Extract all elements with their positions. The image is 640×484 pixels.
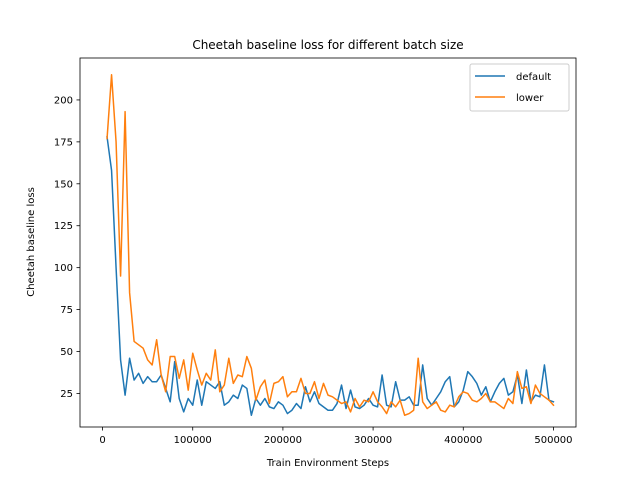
y-tick-label: 100 [54,263,73,274]
chart-title: Cheetah baseline loss for different batc… [192,38,463,52]
x-tick-label: 100000 [174,435,212,446]
x-tick-label: 400000 [444,435,482,446]
plot-frame [79,57,577,428]
y-axis: 25 50 75 100 125 150 175 200 [54,95,80,400]
x-tick-label: 500000 [534,435,572,446]
series-layer [106,74,555,417]
series-line-lower [106,74,555,417]
legend-label-default: default [516,72,551,83]
plot-background [80,58,576,427]
x-tick-label: 200000 [264,435,302,446]
y-tick-label: 175 [54,137,73,148]
y-tick-label: 150 [54,179,73,190]
x-axis-label: Train Environment Steps [266,458,389,469]
legend-label-lower: lower [516,93,544,104]
x-tick-label: 0 [99,435,105,446]
y-tick-label: 50 [60,347,73,358]
y-tick-label: 125 [54,221,73,232]
y-tick-label: 75 [60,305,73,316]
x-axis: 0 100000 200000 300000 400000 500000 [99,427,573,446]
legend: default lower [469,63,570,112]
y-tick-label: 200 [54,95,73,106]
y-tick-label: 25 [60,389,73,400]
plot-area [79,57,577,428]
x-tick-label: 300000 [354,435,392,446]
y-axis-label: Cheetah baseline loss [26,187,37,297]
series-line-default [106,135,555,417]
